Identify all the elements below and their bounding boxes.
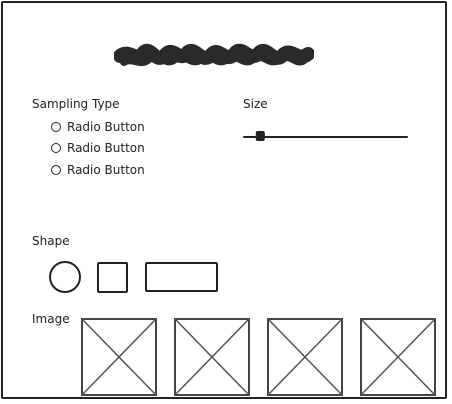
sampling-radio-1[interactable]: Radio Button bbox=[51, 119, 145, 135]
radio-label: Radio Button bbox=[67, 163, 145, 177]
image-placeholder-icon bbox=[174, 318, 250, 396]
image-tile-2[interactable] bbox=[174, 318, 250, 396]
image-placeholder-icon bbox=[81, 318, 157, 396]
image-label: Image bbox=[32, 312, 70, 326]
image-tile-4[interactable] bbox=[360, 318, 436, 396]
shape-label: Shape bbox=[32, 234, 70, 248]
image-tile-1[interactable] bbox=[81, 318, 157, 396]
radio-circle-icon bbox=[51, 143, 61, 153]
sampling-radio-3[interactable]: Radio Button bbox=[51, 162, 145, 178]
radio-label: Radio Button bbox=[67, 120, 145, 134]
app-window bbox=[1, 1, 447, 399]
radio-circle-icon bbox=[51, 165, 61, 175]
shape-circle-option[interactable] bbox=[49, 261, 81, 293]
image-tile-3[interactable] bbox=[267, 318, 343, 396]
sampling-type-label: Sampling Type bbox=[32, 97, 120, 111]
size-slider[interactable] bbox=[242, 128, 410, 146]
shape-rectangle-option[interactable] bbox=[145, 262, 218, 292]
radio-circle-icon bbox=[51, 122, 61, 132]
shape-square-option[interactable] bbox=[97, 262, 128, 293]
size-label: Size bbox=[243, 97, 268, 111]
slider-thumb[interactable] bbox=[255, 131, 265, 141]
image-placeholder-icon bbox=[267, 318, 343, 396]
image-placeholder-icon bbox=[360, 318, 436, 396]
title-scribble bbox=[114, 43, 314, 67]
radio-label: Radio Button bbox=[67, 141, 145, 155]
sampling-radio-2[interactable]: Radio Button bbox=[51, 140, 145, 156]
